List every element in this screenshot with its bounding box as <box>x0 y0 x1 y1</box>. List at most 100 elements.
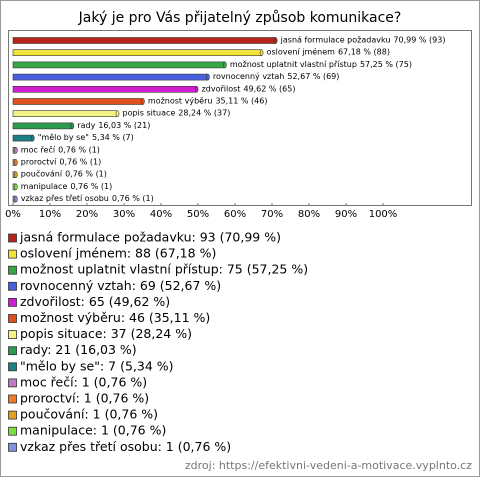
bar-cap <box>30 134 35 142</box>
x-tick-label: 20% <box>76 209 98 220</box>
x-tick-label: 60% <box>224 209 246 220</box>
bar-category: manipulace <box>21 181 68 190</box>
bar-value-label: 49,62 % (65) <box>243 84 295 93</box>
bar-cap <box>273 37 278 44</box>
legend-swatch <box>8 442 17 452</box>
bar-value-label: 0,76 % (1) <box>58 145 100 154</box>
bar-label: možnost uplatnit vlastní přístup 57,25 % … <box>230 59 412 68</box>
bar <box>12 122 73 130</box>
legend-label: vzkaz přes třetí osobu: 1 (0,76 %) <box>20 439 231 454</box>
bar-value-label: 70,99 % (93) <box>393 35 445 44</box>
legend-swatch <box>8 426 17 436</box>
legend-label: manipulace: 1 (0,76 %) <box>20 423 166 438</box>
bar-category: možnost uplatnit vlastní přístup <box>230 59 357 68</box>
bar-value-label: 52,67 % (69) <box>287 72 339 81</box>
bar-label: proroctví 0,76 % (1) <box>21 157 101 166</box>
bar-value-label: 35,11 % (46) <box>215 96 267 105</box>
bar <box>12 134 34 142</box>
bar-label: jasná formulace požadavku 70,99 % (93) <box>280 35 446 44</box>
bar-category: rady <box>77 120 95 129</box>
bar-value-label: 0,76 % (1) <box>65 169 107 178</box>
bar-cap <box>141 98 145 105</box>
bar-category: vzkaz přes třetí osobu <box>21 194 109 203</box>
bar <box>12 49 262 57</box>
legend-label: rovnocenný vztah: 69 (52,67 %) <box>20 278 221 293</box>
legend-label: oslovení jménem: 88 (67,18 %) <box>20 246 216 261</box>
bar-category: moc řečí <box>21 144 56 154</box>
legend-swatch <box>8 330 17 340</box>
legend-swatch <box>8 281 17 291</box>
bar-value-label: 16,03 % (21) <box>98 120 150 129</box>
bar-category: poučování <box>21 168 63 178</box>
legend-swatch <box>8 394 17 404</box>
bar-label: oslovení jménem 67,18 % (88) <box>267 46 390 56</box>
x-tick-label: 40% <box>150 209 172 220</box>
bar-category: proroctví <box>21 157 57 166</box>
bar-label: moc řečí 0,76 % (1) <box>21 144 100 154</box>
legend-label: zdvořilost: 65 (49,62 %) <box>20 294 170 309</box>
bar-label: zdvořilost 49,62 % (65) <box>202 84 296 93</box>
bar-label: poučování 0,76 % (1) <box>21 168 107 178</box>
bar-value-label: 5,34 % (7) <box>92 133 134 142</box>
bar-category: oslovení jménem <box>267 46 336 56</box>
legend-swatch <box>8 233 17 243</box>
x-tick-label: 90% <box>335 209 357 220</box>
legend-label: proroctví: 1 (0,76 %) <box>20 391 149 406</box>
bar <box>12 110 118 117</box>
legend-label: jasná formulace požadavku: 93 (70,99 %) <box>19 230 281 245</box>
x-tick-label: 80% <box>298 209 320 220</box>
legend-swatch <box>8 362 17 372</box>
bar-cap <box>14 147 18 154</box>
x-tick-label: 30% <box>113 209 135 220</box>
bar-label: "mělo by se" 5,34 % (7) <box>38 133 134 142</box>
bar-cap <box>223 61 227 69</box>
legend-swatch <box>8 346 17 356</box>
bar-cap <box>194 86 199 93</box>
bar-value-label: 28,24 % (37) <box>178 108 230 117</box>
bar-label: rady 16,03 % (21) <box>77 120 150 129</box>
legend-label: rady: 21 (16,03 %) <box>20 342 137 357</box>
bar-cap <box>14 195 18 203</box>
bar-category: možnost výběru <box>148 96 213 105</box>
bar-cap <box>206 73 210 81</box>
bar-cap <box>14 171 18 178</box>
bar-cap <box>14 183 18 191</box>
bar-value-label: 57,25 % (75) <box>360 59 412 68</box>
bar-category: "mělo by se" <box>38 133 89 142</box>
legend-swatch <box>8 314 17 323</box>
bar <box>12 61 226 69</box>
x-tick-label: 70% <box>261 209 283 220</box>
x-tick-label: 0% <box>5 209 21 220</box>
x-tick-label: 10% <box>39 209 61 220</box>
bar-cap <box>70 122 75 130</box>
plot-frame <box>8 30 472 206</box>
legend-swatch <box>8 265 17 275</box>
source: zdroj: https://efektivni-vedeni-a-motiva… <box>185 459 472 472</box>
bar-label: vzkaz přes třetí osobu 0,76 % (1) <box>21 194 154 203</box>
bar-cap <box>115 110 120 117</box>
legend-swatch <box>8 378 17 388</box>
bar-label: popis situace 28,24 % (37) <box>122 108 230 117</box>
bar <box>12 98 144 105</box>
bar-cap <box>259 49 264 57</box>
bar-category: popis situace <box>122 108 175 117</box>
bar-category: rovnocenný vztah <box>213 72 285 81</box>
bar-label: rovnocenný vztah 52,67 % (69) <box>213 72 340 81</box>
bar-value-label: 67,18 % (88) <box>338 47 390 56</box>
bar-value-label: 0,76 % (1) <box>112 194 154 203</box>
chart-title: Jaký je pro Vás přijatelný způsob komuni… <box>78 10 402 26</box>
bar-label: možnost výběru 35,11 % (46) <box>148 96 268 105</box>
x-tick-label: 50% <box>187 209 209 220</box>
bar-value-label: 0,76 % (1) <box>59 157 101 166</box>
bar <box>12 86 197 93</box>
x-tick-label: 100% <box>369 209 398 220</box>
legend-label: poučování: 1 (0,76 %) <box>20 407 158 422</box>
bar-cap <box>14 159 18 166</box>
bar-value-label: 0,76 % (1) <box>70 181 112 190</box>
legend-label: možnost výběru: 46 (35,11 %) <box>20 310 210 325</box>
legend-swatch <box>8 249 17 259</box>
bar <box>12 37 276 44</box>
legend-label: popis situace: 37 (28,24 %) <box>20 326 192 341</box>
bar-label: manipulace 0,76 % (1) <box>21 181 112 190</box>
